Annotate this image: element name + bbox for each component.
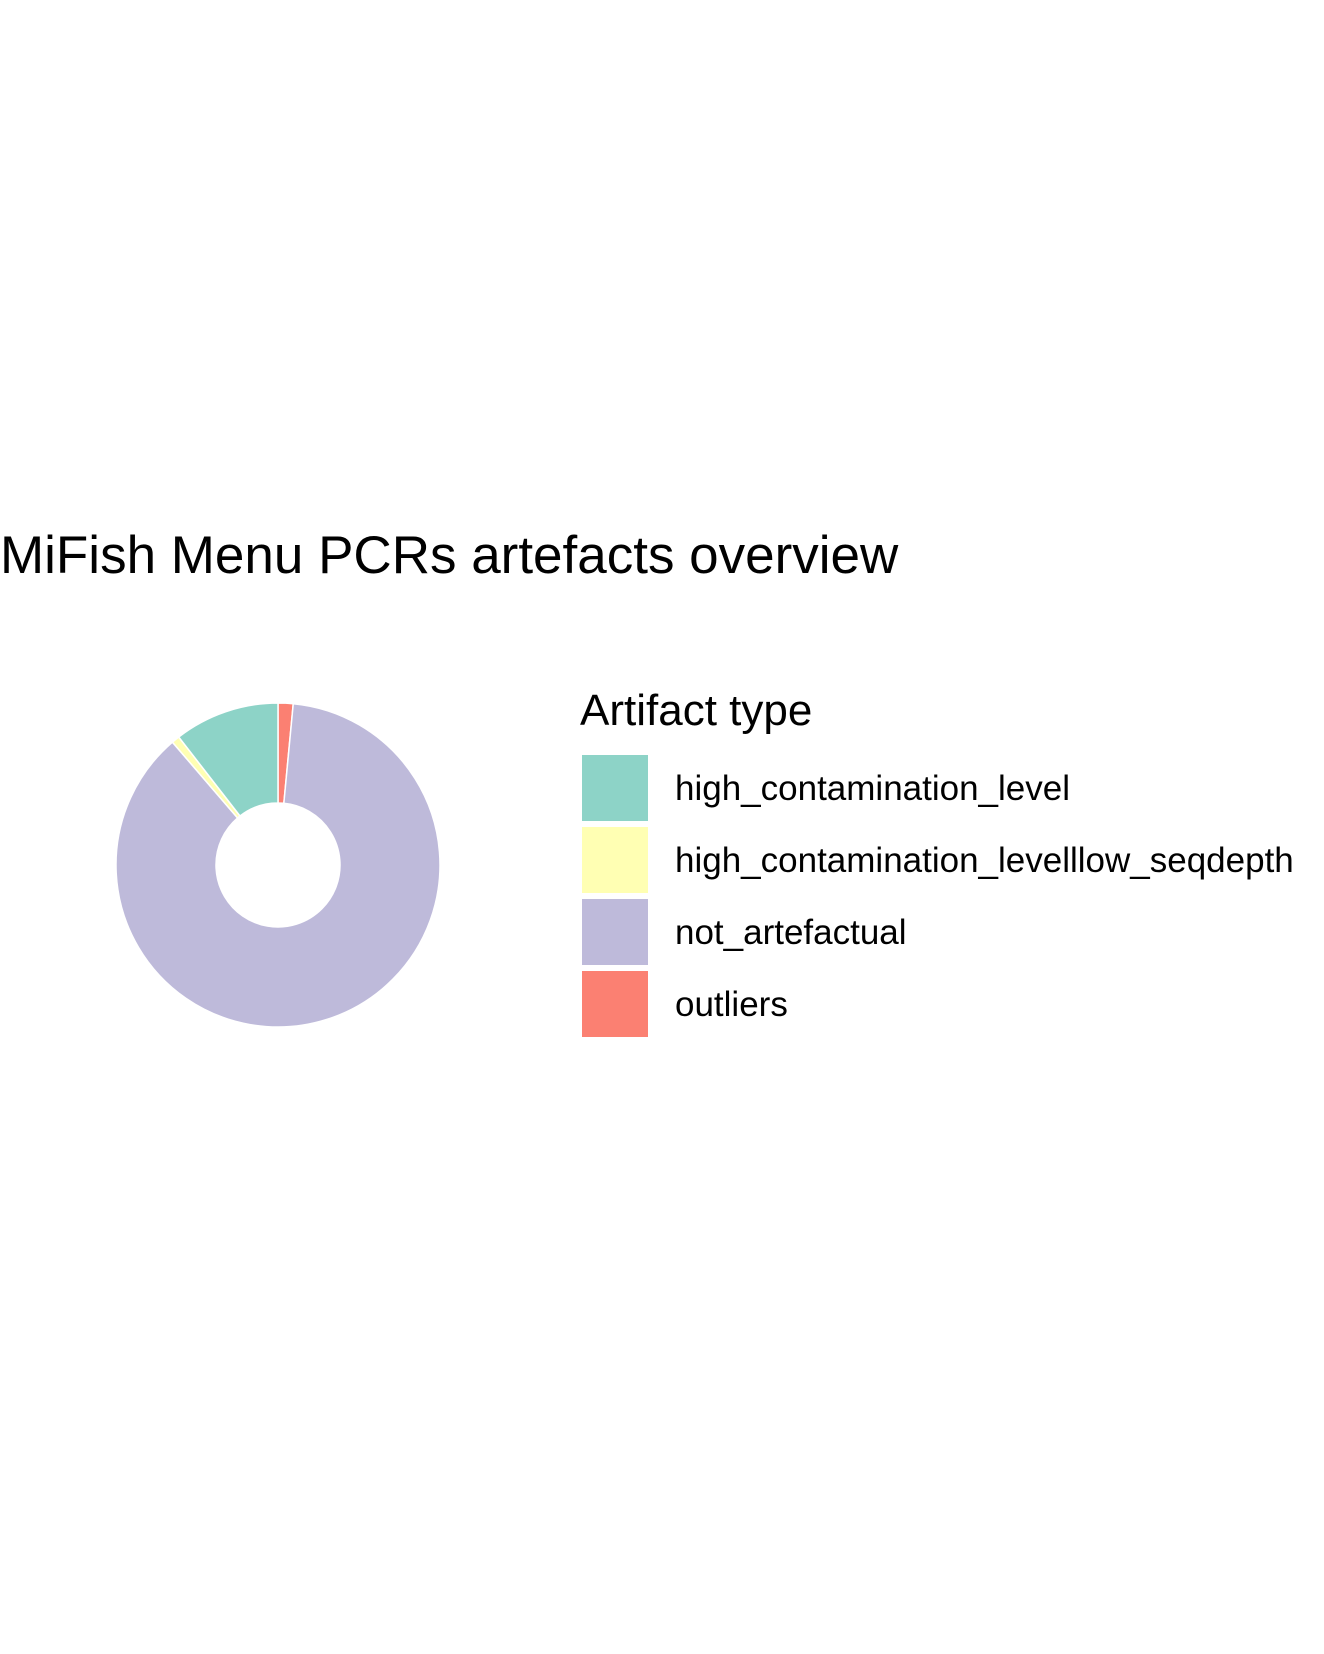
legend-label-outliers: outliers (675, 985, 788, 1024)
legend-key-high-contamination-level (582, 755, 648, 821)
legend-title: Artifact type (580, 686, 812, 735)
chart-title: MiFish Menu PCRs artefacts overview (0, 526, 899, 585)
legend-key-high-contamination-levelllow-seqdepth (582, 827, 648, 893)
legend-key-outliers (582, 971, 648, 1037)
legend-key-not-artefactual (582, 899, 648, 965)
legend: Artifact type high_contamination_levelhi… (580, 686, 1294, 1037)
slice-not-artefactual (115, 702, 441, 1028)
legend-items: high_contamination_level high_contaminati… (582, 755, 1294, 1037)
donut-chart (115, 702, 441, 1028)
legend-label-high-contamination-levelllow-seqdepth: high_contamination_levelllow_seqdepth (675, 841, 1294, 880)
legend-label-not-artefactual: not_artefactual (675, 913, 907, 952)
slice-high-contamination-level (177, 702, 279, 818)
legend-label-high-contamination-level: high_contamination_level (675, 769, 1070, 808)
